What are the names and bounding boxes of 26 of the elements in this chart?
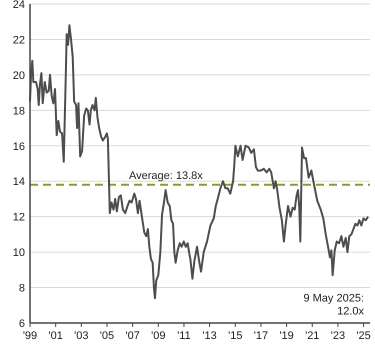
x-tick-label: '21	[305, 330, 320, 342]
y-tick-label: 6	[18, 318, 25, 330]
x-tick-label: '11	[177, 330, 191, 342]
y-tick-label: 22	[12, 34, 25, 46]
x-tick-label: '03	[74, 330, 88, 342]
x-tick-label: '01	[48, 330, 63, 342]
x-tick-label: '09	[151, 330, 166, 342]
y-tick-label: 12	[12, 212, 25, 224]
x-tick-label: '07	[125, 330, 140, 342]
y-tick-label: 14	[12, 176, 25, 188]
ref-line-label: Average: 13.8x	[129, 170, 204, 182]
x-tick-label: '23	[330, 330, 346, 342]
y-tick-label: 24	[12, 0, 25, 11]
x-tick-label: '05	[100, 330, 114, 342]
x-tick-label: '15	[228, 330, 242, 342]
x-tick-label: '17	[254, 330, 268, 342]
annotation: 9 May 2025: 12.0x	[303, 292, 364, 318]
y-tick-label: 10	[12, 247, 25, 260]
y-tick-label: 8	[18, 282, 25, 295]
x-tick-label: '13	[202, 330, 217, 342]
x-tick-label: '19	[279, 330, 294, 342]
y-tick-label: 18	[12, 105, 25, 118]
y-tick-label: 16	[12, 140, 25, 153]
y-tick-label: 20	[12, 70, 25, 82]
x-tick-label: '99	[22, 330, 38, 342]
x-tick-label: '25	[356, 330, 371, 342]
